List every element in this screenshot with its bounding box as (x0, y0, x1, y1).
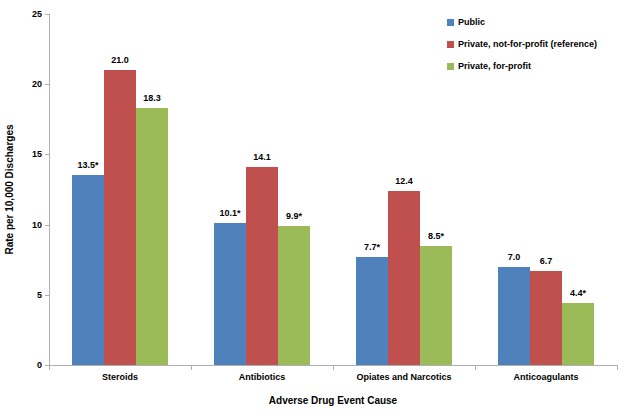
legend-label: Private, not-for-profit (reference) (458, 39, 597, 49)
legend-label: Private, for-profit (458, 61, 531, 71)
bar-private-not-for-profit-reference (388, 191, 420, 365)
bar-value-label: 21.0 (90, 54, 150, 66)
y-tick-mark (45, 154, 49, 155)
bar-value-label: 18.3 (122, 92, 182, 104)
bar-value-label: 14.1 (232, 151, 292, 163)
legend-label: Public (458, 17, 485, 27)
y-tick-label: 20 (0, 78, 42, 90)
bar-private-not-for-profit-reference (530, 271, 562, 365)
bar-chart: Rate per 10,000 Discharges Adverse Drug … (0, 0, 632, 418)
bar-private-for-profit (278, 226, 310, 365)
y-tick-label: 15 (0, 148, 42, 160)
bar-private-not-for-profit-reference (104, 70, 136, 365)
bar-public (72, 175, 104, 365)
y-tick-mark (45, 84, 49, 85)
bar-private-not-for-profit-reference (246, 167, 278, 365)
bar-value-label: 4.4* (548, 287, 608, 299)
x-tick-mark (49, 366, 50, 370)
x-tick-mark (617, 366, 618, 370)
y-tick-label: 10 (0, 219, 42, 231)
y-axis-title: Rate per 10,000 Discharges (4, 120, 15, 260)
legend-marker-icon (447, 63, 454, 70)
bar-private-for-profit (420, 246, 452, 365)
y-tick-mark (45, 14, 49, 15)
x-tick-mark (475, 366, 476, 370)
bar-private-for-profit (562, 303, 594, 365)
x-category-label: Steroids (49, 371, 191, 383)
y-tick-label: 25 (0, 8, 42, 20)
legend-item: Public (447, 16, 597, 28)
legend-marker-icon (447, 19, 454, 26)
x-category-label: Opiates and Narcotics (333, 371, 475, 383)
bar-public (356, 257, 388, 365)
y-tick-label: 5 (0, 289, 42, 301)
legend-marker-icon (447, 41, 454, 48)
x-category-label: Antibiotics (191, 371, 333, 383)
bar-value-label: 6.7 (516, 255, 576, 267)
x-axis-title: Adverse Drug Event Cause (49, 395, 617, 406)
legend: Public Private, not-for-profit (reference… (447, 16, 597, 82)
bar-value-label: 12.4 (374, 175, 434, 187)
bar-value-label: 8.5* (406, 230, 466, 242)
x-tick-mark (333, 366, 334, 370)
legend-item: Private, not-for-profit (reference) (447, 38, 597, 50)
bar-value-label: 9.9* (264, 210, 324, 222)
y-tick-label: 0 (0, 359, 42, 371)
legend-item: Private, for-profit (447, 60, 597, 72)
bar-public (498, 267, 530, 365)
bar-public (214, 223, 246, 365)
x-category-label: Anticoagulants (475, 371, 617, 383)
y-tick-mark (45, 295, 49, 296)
x-tick-mark (191, 366, 192, 370)
y-tick-mark (45, 225, 49, 226)
bar-private-for-profit (136, 108, 168, 365)
